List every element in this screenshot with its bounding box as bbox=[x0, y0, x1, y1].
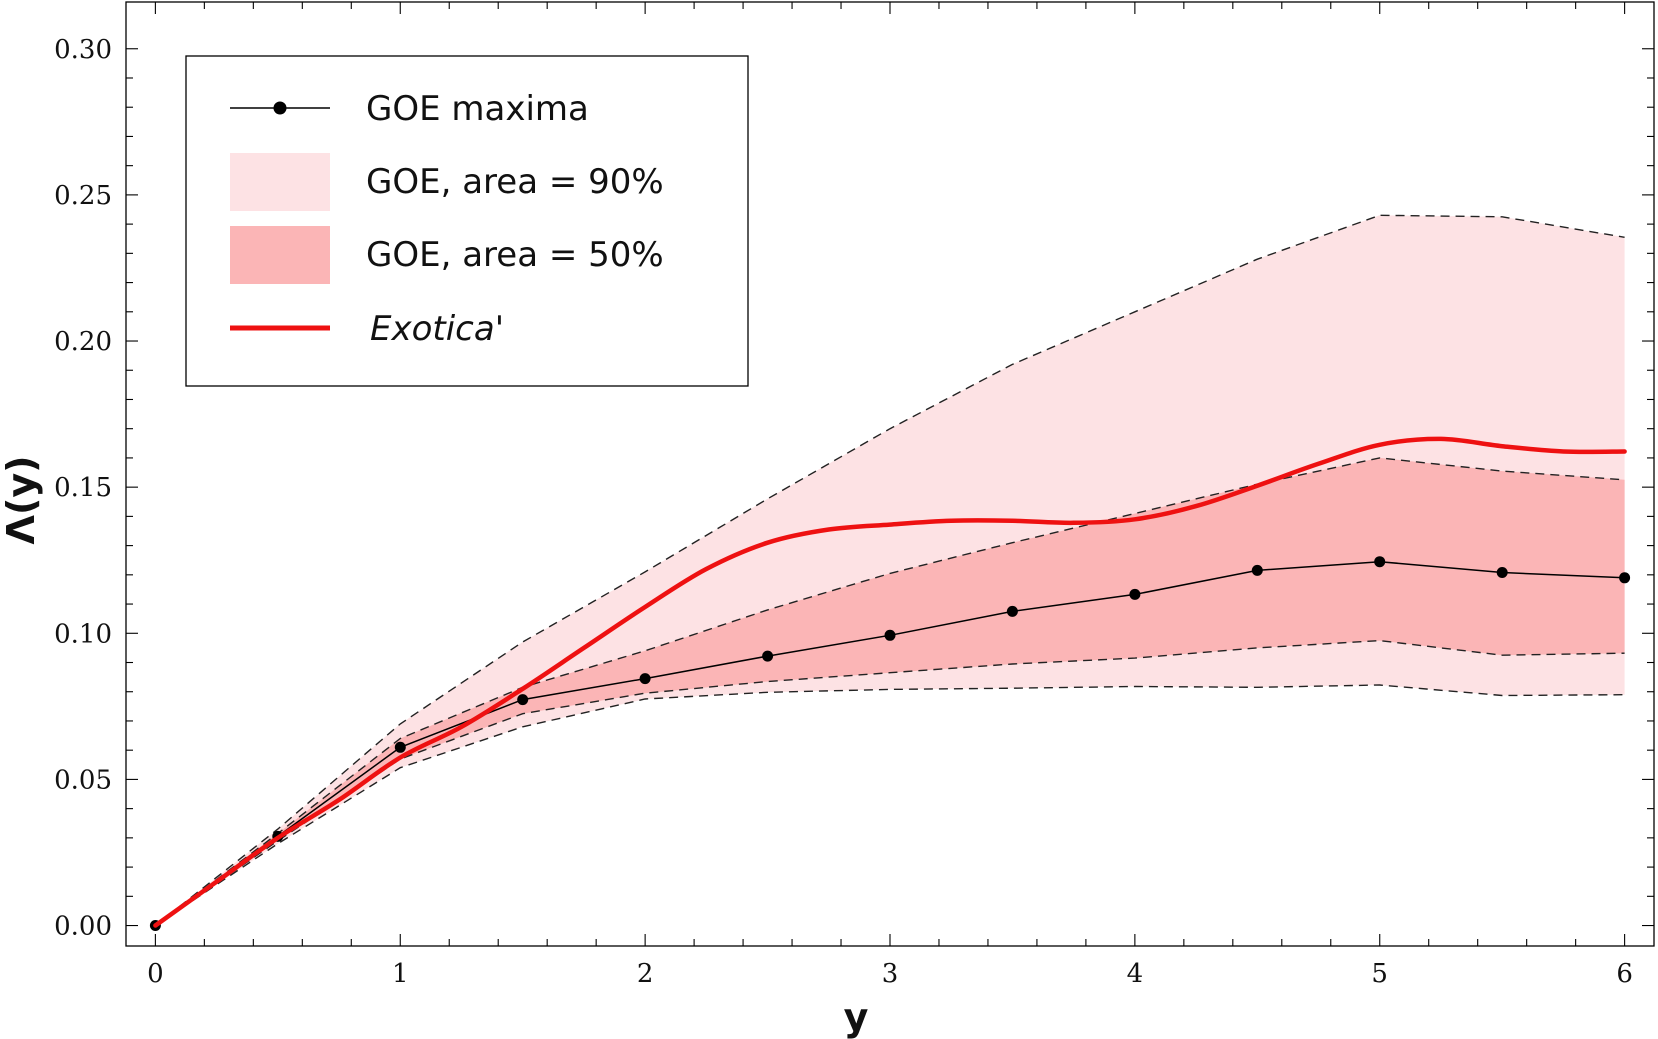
exotica-layer bbox=[153, 436, 1627, 928]
goe-maxima-point bbox=[517, 694, 529, 706]
y-tick-label: 0.00 bbox=[54, 912, 112, 942]
band-boundaries-layer bbox=[154, 214, 1625, 927]
legend-swatch-band50 bbox=[230, 226, 330, 284]
band-90-area bbox=[155, 215, 1625, 926]
x-axis-title: y bbox=[844, 995, 869, 1039]
band-90-lower-line bbox=[155, 684, 1625, 927]
y-tick-label: 0.25 bbox=[54, 181, 112, 211]
x-tick-label: 3 bbox=[882, 959, 899, 989]
goe-maxima-point bbox=[884, 629, 896, 641]
goe-maxima-layer bbox=[149, 556, 1631, 931]
goe-maxima-point bbox=[762, 650, 774, 662]
x-tick-label: 4 bbox=[1127, 959, 1144, 989]
legend-label-exotica: Exotica' bbox=[370, 309, 504, 349]
goe-maxima-point bbox=[1006, 605, 1018, 617]
legend-swatch-band90 bbox=[230, 153, 330, 211]
x-tick-label: 2 bbox=[637, 959, 654, 989]
goe-maxima-point bbox=[394, 741, 406, 753]
legend-label-maxima: GOE maxima bbox=[366, 89, 589, 129]
x-tick-label: 1 bbox=[392, 959, 409, 989]
y-tick-label: 0.30 bbox=[54, 35, 112, 65]
goe-maxima-point bbox=[1251, 564, 1263, 576]
band-50-lower-line bbox=[155, 639, 1625, 927]
band-50-upper-line bbox=[154, 457, 1625, 927]
x-tick-label: 5 bbox=[1371, 959, 1388, 989]
legend-label-band90: GOE, area = 90% bbox=[366, 162, 664, 202]
band-90-upper-line bbox=[154, 214, 1625, 927]
y-tick-label: 0.15 bbox=[54, 473, 112, 503]
goe-maxima-point bbox=[1129, 588, 1141, 600]
exotica-curve bbox=[153, 436, 1627, 928]
y-tick-label: 0.20 bbox=[54, 327, 112, 357]
x-tick-label: 6 bbox=[1616, 959, 1633, 989]
goe-maxima-point bbox=[1619, 572, 1631, 584]
goe-maxima-point bbox=[1374, 556, 1386, 568]
legend-maxima-marker bbox=[273, 101, 287, 115]
y-tick-label: 0.10 bbox=[54, 619, 112, 649]
legend: GOE maxima GOE, area = 90% GOE, area = 5… bbox=[185, 55, 749, 387]
y-axis-title: Λ(y) bbox=[0, 456, 43, 545]
goe-maxima-point bbox=[639, 673, 651, 685]
goe-maxima-point bbox=[1496, 567, 1508, 578]
y-tick-label: 0.05 bbox=[54, 765, 112, 795]
legend-label-band50: GOE, area = 50% bbox=[366, 235, 664, 275]
x-tick-label: 0 bbox=[147, 959, 164, 989]
tick-labels-layer: 0 1 2 3 4 5 6 0.00 0.05 0.10 0.15 0.20 0.25 0.30 bbox=[54, 35, 1633, 989]
ticks-layer bbox=[126, 2, 1654, 946]
